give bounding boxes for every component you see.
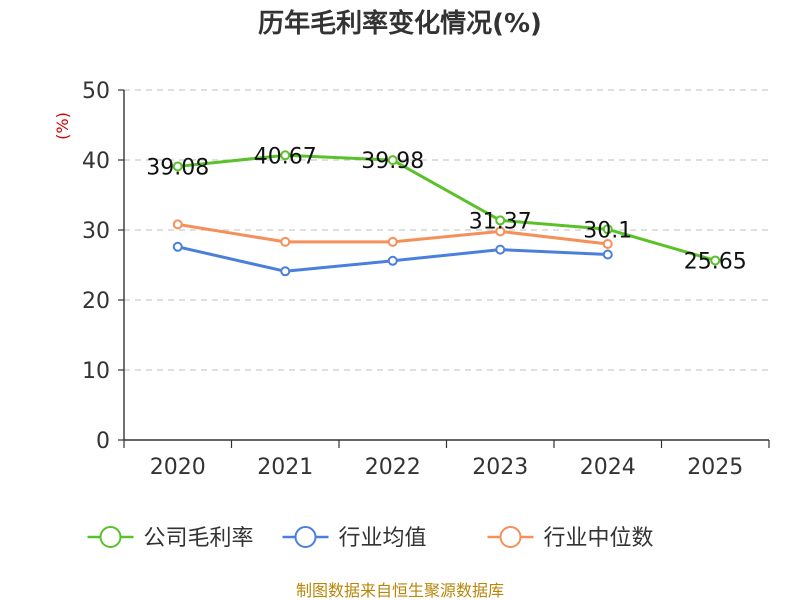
y-axis-unit: (%) xyxy=(53,112,72,140)
legend-marker-icon xyxy=(294,526,317,548)
y-tick-label: 30 xyxy=(82,219,110,244)
data-point xyxy=(280,266,291,277)
series xyxy=(172,150,721,277)
data-label: 25.65 xyxy=(684,249,747,274)
legend-marker-icon xyxy=(99,526,122,548)
data-point xyxy=(172,161,183,172)
y-tick-label: 40 xyxy=(82,149,110,174)
x-tick-label: 2024 xyxy=(580,455,636,480)
y-tick-label: 0 xyxy=(96,429,110,454)
legend-label: 行业中位数 xyxy=(544,526,654,551)
data-label: 40.67 xyxy=(254,144,317,169)
legend-item-1[interactable]: 公司毛利率 xyxy=(87,526,254,551)
data-label: 31.37 xyxy=(469,209,532,234)
data-point xyxy=(495,215,506,226)
legend-marker-icon xyxy=(499,526,522,548)
legend[interactable]: 公司毛利率 行业均值 行业中位数 xyxy=(87,526,654,551)
legend-item-3[interactable]: 行业中位数 xyxy=(487,526,654,551)
x-tick-label: 2023 xyxy=(472,455,528,480)
data-point xyxy=(387,255,398,266)
data-label: 39.98 xyxy=(361,149,424,174)
data-point xyxy=(387,155,398,166)
axes: 0 10 20 30 40 50 2020 2021 2022 2023 2024 2025 xyxy=(82,79,770,480)
x-tick-label: 2022 xyxy=(365,455,421,480)
y-tick-label: 50 xyxy=(82,79,110,104)
x-tick-label: 2021 xyxy=(257,455,313,480)
legend-label: 行业均值 xyxy=(339,526,427,551)
legend-label: 公司毛利率 xyxy=(144,526,254,551)
y-tick-label: 20 xyxy=(82,289,110,314)
x-tick-label: 2020 xyxy=(150,455,206,480)
data-point xyxy=(495,226,506,237)
data-labels: 39.08 40.67 39.98 31.37 30.1 25.65 xyxy=(146,144,746,274)
chart-title: 历年毛利率变化情况(%) xyxy=(258,8,542,39)
x-tick-label: 2025 xyxy=(687,455,743,480)
data-point xyxy=(172,241,183,252)
data-point xyxy=(602,239,613,249)
y-tick-label: 10 xyxy=(82,359,110,384)
data-point xyxy=(387,236,398,247)
data-point xyxy=(172,219,183,230)
grid xyxy=(124,89,769,371)
legend-item-2[interactable]: 行业均值 xyxy=(282,526,427,551)
data-point xyxy=(280,150,291,161)
data-source-note: 制图数据来自恒生聚源数据库 xyxy=(296,581,504,600)
data-point xyxy=(602,224,613,235)
data-label: 30.1 xyxy=(583,218,632,243)
data-point xyxy=(602,249,613,260)
data-label: 39.08 xyxy=(146,155,209,180)
data-point xyxy=(280,236,291,247)
series-line-1 xyxy=(177,153,716,262)
data-point xyxy=(495,244,506,255)
data-point xyxy=(710,255,721,266)
